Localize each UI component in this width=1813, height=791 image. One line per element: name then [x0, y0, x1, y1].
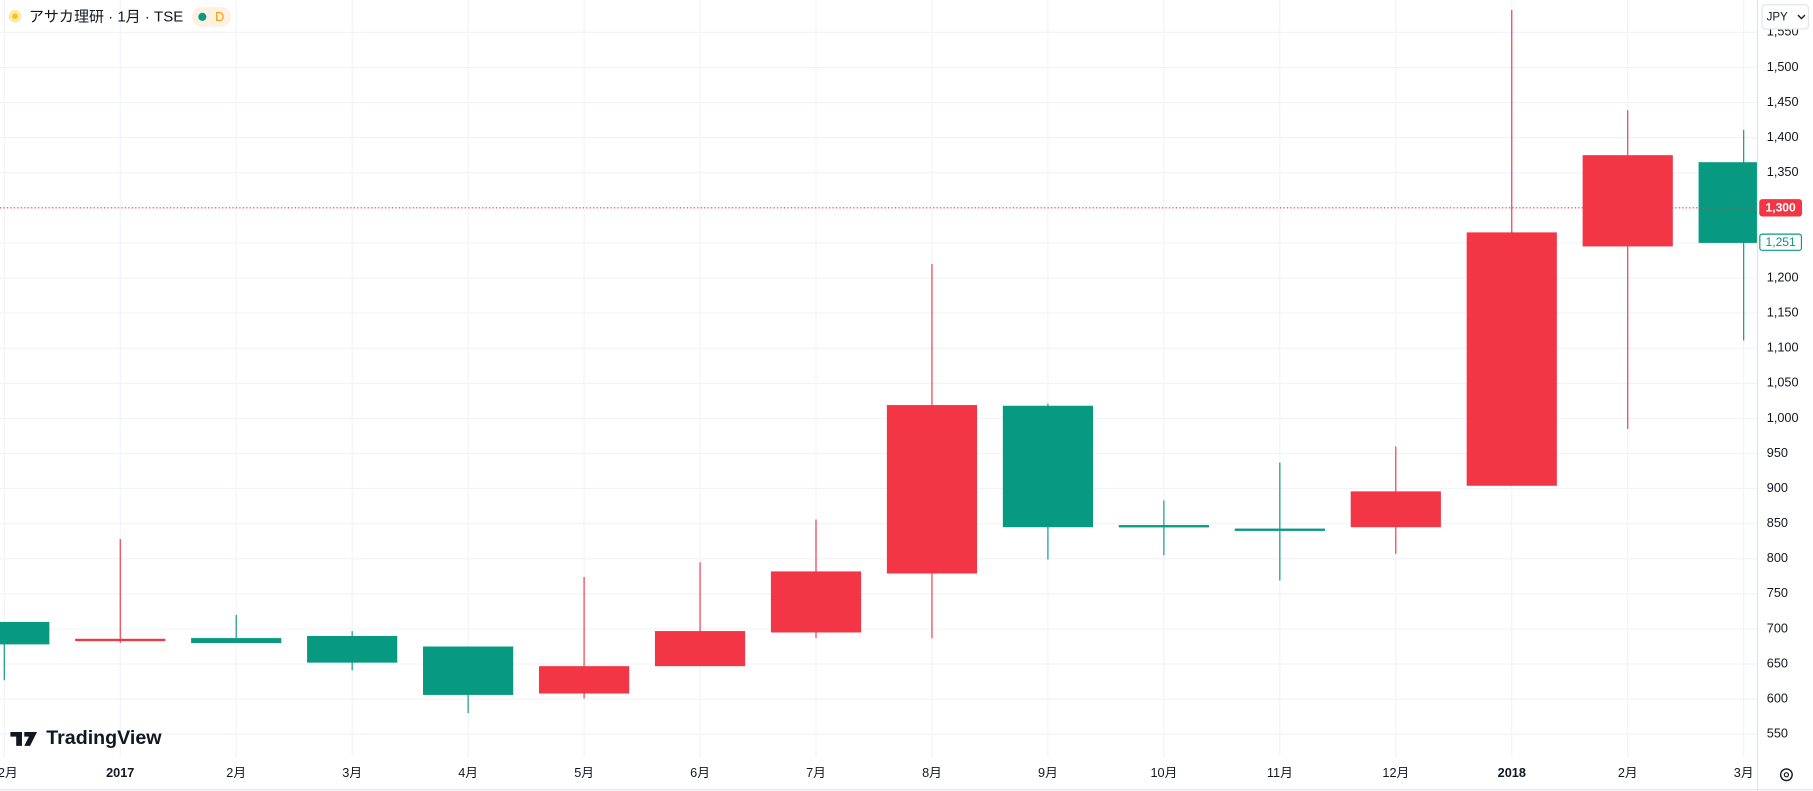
symbol-title[interactable]: アサカ理研 · 1月 · TSE	[29, 8, 183, 25]
time-axis: 12月 2017 2月 3月 4月 5月 6月 7月 8月 9月 10月 11月 12月 2018 2月 3月	[0, 765, 1754, 780]
watermark: TradingView	[46, 727, 162, 749]
candle-body	[1234, 528, 1325, 531]
y-tick-label: 1,400	[1767, 129, 1799, 144]
currency-label[interactable]: JPY	[1767, 11, 1788, 23]
candle-body	[423, 646, 514, 695]
y-tick-label: 800	[1767, 550, 1788, 565]
x-tick-label: 2月	[1618, 765, 1638, 780]
candle-body	[1350, 491, 1441, 528]
x-tick-label: 3月	[1734, 765, 1754, 780]
currency-caret[interactable]	[1797, 14, 1806, 20]
candle-body	[1002, 405, 1094, 528]
candle-body	[770, 571, 862, 633]
x-tick-label: 6月	[690, 765, 710, 780]
candle-body	[75, 638, 166, 642]
candle-body	[886, 405, 978, 574]
logo-icon	[10, 731, 37, 746]
y-tick-label: 1,200	[1767, 269, 1799, 284]
currency-button[interactable]	[1761, 4, 1809, 30]
x-tick-label: 3月	[342, 765, 362, 780]
candle-body	[654, 631, 746, 667]
y-tick-label: 900	[1767, 480, 1788, 495]
y-tick-label: 1,000	[1767, 410, 1799, 425]
symbol-icon-inner	[12, 13, 18, 20]
x-tick-label: 2018	[1498, 765, 1526, 780]
interval-badge: D	[215, 9, 224, 24]
price-label-box	[1759, 199, 1803, 217]
y-tick-label: 550	[1767, 726, 1788, 741]
y-tick-label: 950	[1767, 445, 1788, 460]
plot-area	[0, 9, 1758, 714]
price-axis: 550 600 650 700 750 800 850 900 950 1,000 1,050 1,1…	[1767, 24, 1799, 741]
price-label: 1,251	[1765, 235, 1796, 249]
y-tick-label: 750	[1767, 585, 1788, 600]
y-tick-label: 1,350	[1767, 164, 1799, 179]
candle-body	[1582, 155, 1673, 247]
settings-icon-inner[interactable]	[1783, 772, 1790, 778]
y-tick-label: 1,150	[1767, 304, 1799, 319]
status-badge	[191, 7, 232, 27]
y-tick-label: 1,050	[1767, 375, 1799, 390]
candle-body	[538, 666, 630, 694]
x-tick-label: 12月	[1382, 765, 1409, 780]
y-tick-label: 850	[1767, 515, 1788, 530]
y-tick-label: 700	[1767, 620, 1788, 635]
candle-body	[307, 635, 398, 663]
price-label: 1,300	[1765, 201, 1796, 215]
x-tick-label: 2月	[226, 765, 246, 780]
x-tick-label: 7月	[806, 765, 826, 780]
y-tick-label: 1,500	[1767, 59, 1799, 74]
candle-body	[0, 621, 50, 645]
y-tick-label: 1,450	[1767, 94, 1799, 109]
x-tick-label: 8月	[922, 765, 942, 780]
y-tick-label: 1,100	[1767, 340, 1799, 355]
x-tick-label: 10月	[1150, 765, 1177, 780]
x-tick-label: 12月	[0, 765, 18, 780]
candle-body	[1698, 162, 1758, 243]
price-label-box	[1759, 233, 1803, 251]
candle-body	[191, 638, 282, 643]
x-tick-label: 5月	[574, 765, 594, 780]
x-tick-label: 11月	[1267, 765, 1293, 780]
x-tick-label: 4月	[458, 765, 478, 780]
settings-icon[interactable]	[1779, 768, 1793, 782]
y-tick-label: 650	[1767, 655, 1788, 670]
price-labels: 1,300 1,251	[1759, 199, 1803, 251]
status-dot	[198, 12, 207, 21]
x-tick-label: 2017	[106, 765, 134, 780]
candle-body	[1118, 525, 1209, 528]
x-tick-label: 9月	[1038, 765, 1058, 780]
y-tick-label: 600	[1767, 691, 1788, 706]
candle-body	[1466, 232, 1557, 486]
